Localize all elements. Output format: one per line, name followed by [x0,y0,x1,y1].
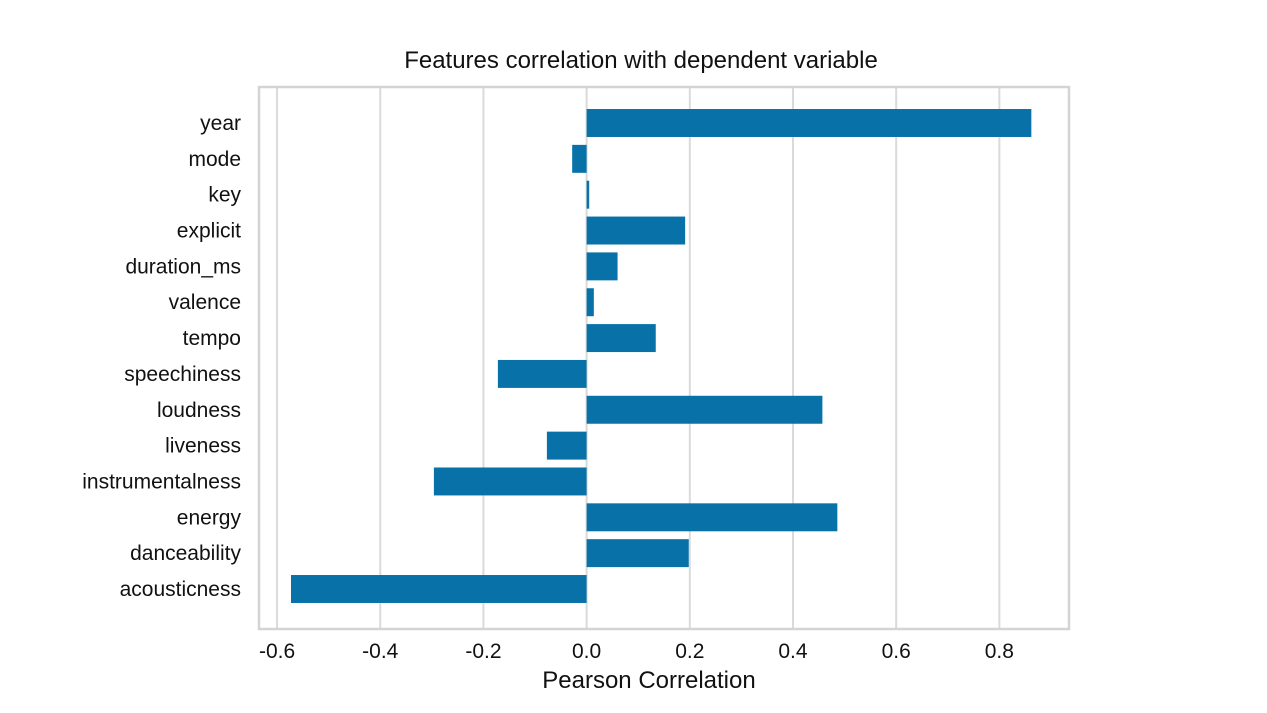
x-tick-label: -0.4 [362,640,399,663]
bar-explicit [586,216,686,245]
x-tick-label: 0.4 [778,640,808,663]
x-axis-title: Pearson Correlation [542,667,755,694]
category-label: valence [169,291,241,314]
bar-year [586,109,1032,137]
bar-instrumentalness [433,467,587,496]
category-label: explicit [177,220,241,243]
bars [290,109,1032,603]
bar-acousticness [290,575,587,603]
bar-liveness [546,431,587,460]
category-label: loudness [157,399,241,422]
x-tick-label: 0.6 [882,640,911,663]
category-label: acousticness [120,578,241,601]
bar-key [586,180,590,209]
category-label: danceability [130,542,241,565]
plot-frame [257,85,1071,631]
category-label: tempo [183,327,241,350]
category-label: liveness [165,435,241,458]
category-label: year [200,112,241,135]
bar-danceability [586,539,689,568]
x-tick-label: 0.2 [675,640,704,663]
category-label: instrumentalness [82,470,241,493]
bar-loudness [586,395,823,424]
bar-tempo [586,324,656,353]
bar-valence [586,288,594,317]
category-label: key [208,184,241,207]
bar-mode [572,144,587,173]
category-label: duration_ms [125,255,241,278]
x-tick-label: -0.2 [465,640,501,663]
category-label: speechiness [124,363,241,386]
grid-lines [276,87,1001,629]
bar-duration_ms [586,252,618,281]
x-tick-label: -0.6 [259,640,295,663]
bar-energy [586,503,838,532]
x-tick-labels: -0.6 -0.4 -0.2 0.0 0.2 0.4 0.6 0.8 [259,640,1014,663]
chart-title: Features correlation with dependent vari… [404,47,878,74]
category-label: energy [177,506,242,529]
x-tick-label: 0.8 [985,640,1014,663]
category-label: mode [188,148,241,171]
x-tick-label: 0.0 [572,640,601,663]
bar-speechiness [497,359,587,388]
